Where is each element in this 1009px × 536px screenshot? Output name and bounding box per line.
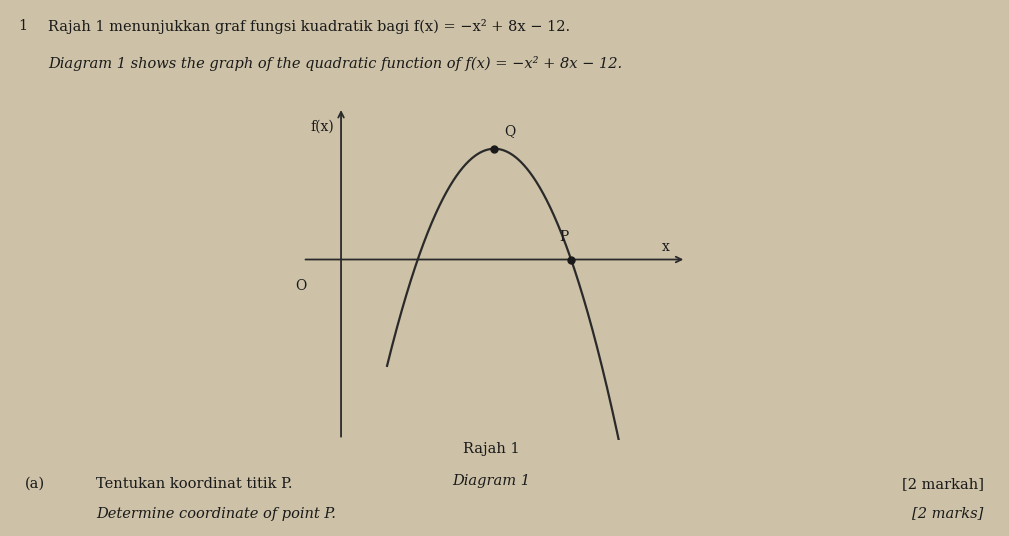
Text: P: P [560,230,569,244]
Text: x: x [662,240,670,254]
Text: [2 marks]: [2 marks] [912,507,984,520]
Text: Determine coordinate of point P.: Determine coordinate of point P. [96,507,336,520]
Text: Diagram 1: Diagram 1 [452,474,531,488]
Text: Q: Q [503,124,516,138]
Text: O: O [296,279,307,293]
Text: (a): (a) [25,477,45,491]
Text: f(x): f(x) [311,120,334,133]
Text: [2 markah]: [2 markah] [902,477,984,491]
Text: Rajah 1 menunjukkan graf fungsi kuadratik bagi f(x) = −x² + 8x − 12.: Rajah 1 menunjukkan graf fungsi kuadrati… [48,19,570,34]
Text: Rajah 1: Rajah 1 [463,442,520,456]
Text: 1: 1 [18,19,27,33]
Text: Tentukan koordinat titik P.: Tentukan koordinat titik P. [96,477,293,491]
Text: Diagram 1 shows the graph of the quadratic function of f(x) = −x² + 8x − 12.: Diagram 1 shows the graph of the quadrat… [48,56,623,71]
